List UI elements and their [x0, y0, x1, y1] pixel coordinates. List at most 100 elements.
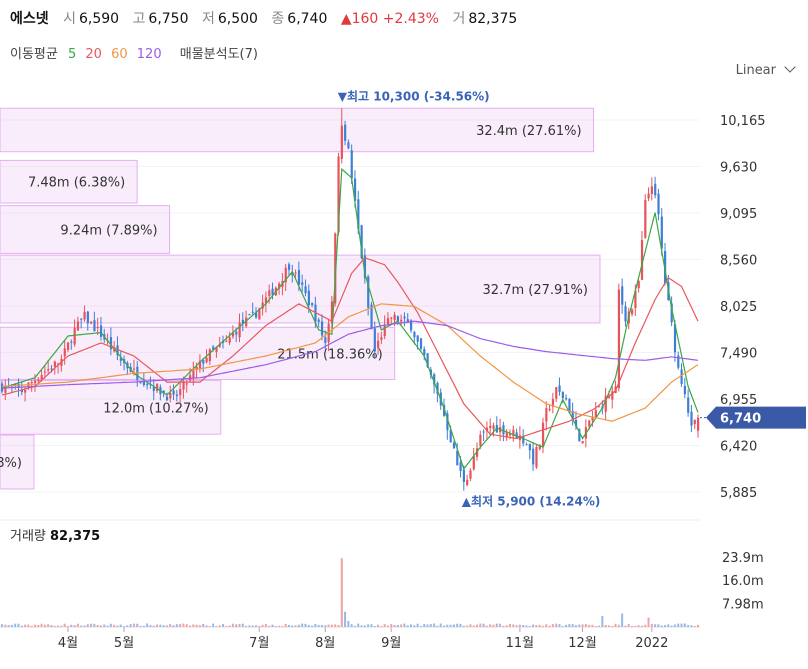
volume-profile-label: 12.0m (10.27%): [103, 401, 208, 416]
candlestick: [380, 331, 383, 345]
volume-bar: [640, 625, 643, 627]
candlestick: [489, 418, 492, 436]
candlestick: [522, 429, 525, 447]
candle-body: [218, 344, 221, 347]
candle-body: [634, 290, 637, 309]
candle-body: [640, 240, 644, 280]
x-tick-label: 9월: [381, 636, 401, 651]
candlestick: [99, 316, 103, 341]
candle-body: [57, 363, 60, 365]
volume-bar: [218, 625, 221, 627]
candlestick: [208, 348, 212, 365]
volume-bar: [634, 625, 637, 627]
volume-bar: [73, 625, 76, 627]
volume-bar: [383, 624, 386, 627]
candlestick: [83, 305, 86, 322]
volume-bar: [192, 624, 195, 627]
candle-body: [132, 368, 136, 370]
volume-bar: [195, 624, 198, 627]
candle-body: [284, 267, 287, 283]
volume-bar: [320, 625, 323, 627]
volume-bar: [489, 624, 492, 627]
candle-body: [419, 338, 423, 349]
scale-selector[interactable]: Linear: [736, 61, 796, 78]
volume-bar: [373, 626, 376, 627]
candle-body: [528, 443, 531, 451]
volume-bar: [113, 624, 116, 627]
candle-body: [515, 432, 518, 439]
candle-body: [344, 124, 347, 141]
volume-bar: [584, 624, 587, 627]
volume-bar: [545, 624, 548, 627]
volume-profile-toggle[interactable]: 매물분석도(7): [179, 47, 258, 62]
candle-body: [261, 302, 264, 309]
volume-bar: [650, 623, 653, 627]
volume-bar: [380, 626, 383, 627]
candlestick: [165, 392, 169, 402]
x-tick-label: 8월: [315, 636, 335, 651]
volume-bar: [261, 624, 264, 627]
volume-bar: [406, 625, 409, 627]
x-tick-label: 12월: [568, 636, 597, 651]
volume-bar: [367, 624, 370, 627]
volume-bar: [370, 624, 373, 627]
volume-bar: [103, 624, 106, 627]
candlestick: [637, 279, 640, 293]
volume-profile-label: 9.24m (7.89%): [60, 224, 157, 239]
moving-average-legend[interactable]: 이동평균 5 20 60 120 매물분석도(7): [10, 43, 264, 62]
volume-bar: [30, 625, 33, 627]
volume-bar: [241, 623, 244, 627]
candlestick: [215, 346, 218, 358]
candle-body: [598, 406, 601, 408]
candle-body: [482, 431, 485, 433]
volume-bar: [126, 625, 129, 627]
candlestick: [528, 443, 531, 460]
candle-body: [647, 193, 650, 199]
volume-profile-label: 7.48m (6.38%): [28, 176, 125, 191]
moving-average-title[interactable]: 이동평균: [10, 47, 58, 62]
volume-bar: [254, 625, 257, 627]
volume-bar: [33, 624, 36, 627]
volume-bar: [482, 623, 485, 627]
volume-bar: [93, 623, 96, 627]
volume-bar: [594, 626, 597, 627]
volume-bar: [314, 623, 317, 627]
volume-bar: [10, 624, 13, 627]
x-tick-label: 11월: [506, 636, 535, 651]
volume-bar: [647, 617, 650, 627]
volume-bar: [654, 624, 657, 627]
candlestick: [578, 428, 581, 442]
candlestick: [406, 313, 409, 324]
candlestick: [119, 351, 122, 366]
candlestick: [311, 302, 314, 308]
volume-profile-label: 21.5m (18.36%): [277, 347, 382, 362]
candle-body: [175, 394, 179, 397]
volume-bar: [416, 623, 419, 627]
candlestick: [611, 385, 614, 409]
candle-body: [304, 286, 307, 294]
candle-body: [373, 328, 376, 352]
volume-bar: [14, 623, 17, 627]
candlestick: [594, 401, 597, 418]
volume-bar: [499, 623, 502, 627]
candlestick: [317, 317, 320, 328]
volume-bar: [40, 623, 43, 627]
volume-bar: [357, 623, 360, 627]
volume-bar: [60, 625, 63, 627]
candlestick: [677, 351, 680, 370]
candle-body: [294, 272, 297, 274]
candle-body: [551, 398, 555, 407]
candlestick: [73, 319, 76, 347]
candle-body: [330, 301, 334, 324]
volume-bar: [353, 625, 356, 627]
x-tick-label: 7월: [249, 636, 269, 651]
candlestick: [175, 389, 179, 402]
candlestick: [631, 308, 634, 317]
volume-bar: [119, 624, 122, 627]
volume-bar: [43, 624, 46, 627]
volume-bar: [680, 623, 683, 627]
volume-tick-label: 16.0m: [722, 574, 764, 589]
volume-bar: [152, 625, 155, 627]
candlestick: [116, 336, 119, 360]
